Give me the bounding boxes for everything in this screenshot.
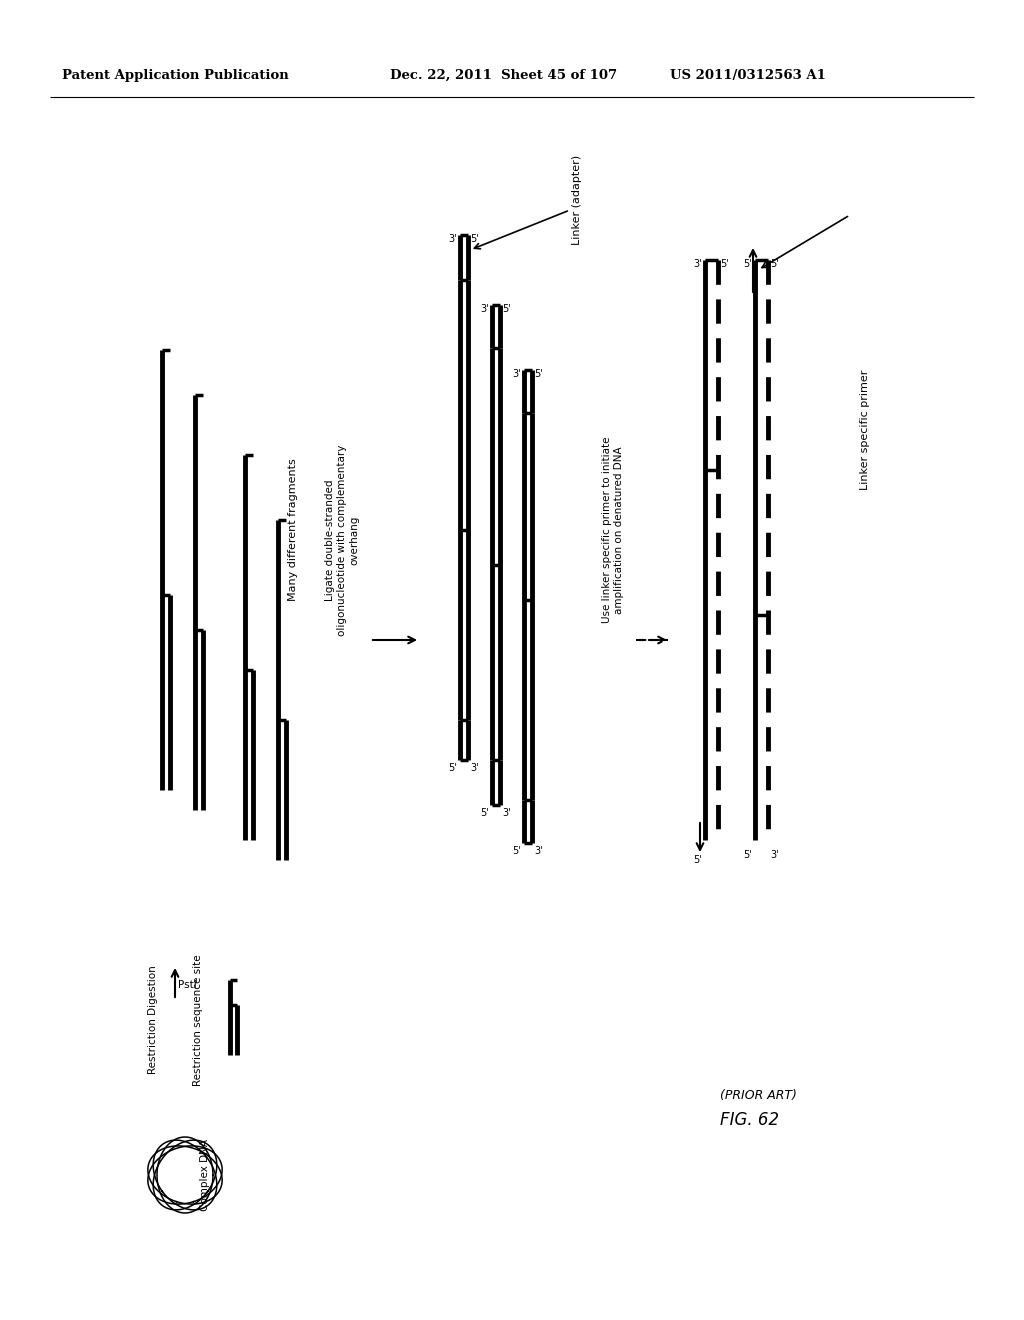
Text: 5': 5'	[449, 763, 457, 774]
Text: Complex DNA: Complex DNA	[200, 1139, 210, 1210]
Text: FIG. 62: FIG. 62	[720, 1111, 779, 1129]
Text: 3': 3'	[693, 259, 702, 269]
Text: 3': 3'	[770, 850, 778, 861]
Text: Dec. 22, 2011  Sheet 45 of 107: Dec. 22, 2011 Sheet 45 of 107	[390, 69, 617, 82]
Text: Use linker specific primer to initiate: Use linker specific primer to initiate	[602, 437, 612, 623]
Text: 3': 3'	[449, 234, 457, 244]
Text: PstI: PstI	[178, 979, 197, 990]
Text: US 2011/0312563 A1: US 2011/0312563 A1	[670, 69, 826, 82]
Text: amplification on denatured DNA: amplification on denatured DNA	[614, 446, 624, 614]
Text: 3': 3'	[502, 808, 511, 818]
Text: Ligate double-stranded: Ligate double-stranded	[325, 479, 335, 601]
Text: Linker (adapter): Linker (adapter)	[572, 154, 582, 246]
Text: Linker specific primer: Linker specific primer	[860, 370, 870, 490]
Text: 5': 5'	[770, 259, 778, 269]
Text: 5': 5'	[743, 259, 752, 269]
Text: Many different fragments: Many different fragments	[288, 458, 298, 602]
Text: 3': 3'	[480, 304, 489, 314]
Text: Patent Application Publication: Patent Application Publication	[62, 69, 289, 82]
Text: oligonucleotide with complementary: oligonucleotide with complementary	[337, 445, 347, 636]
Text: 5': 5'	[480, 808, 489, 818]
Text: overhang: overhang	[349, 515, 359, 565]
Text: 5': 5'	[743, 850, 752, 861]
Text: 5': 5'	[470, 234, 479, 244]
Text: 3': 3'	[534, 846, 543, 855]
Text: 3': 3'	[470, 763, 478, 774]
Text: 5': 5'	[720, 259, 729, 269]
Text: 5': 5'	[693, 855, 702, 865]
Text: (PRIOR ART): (PRIOR ART)	[720, 1089, 797, 1101]
Text: Restriction sequence site: Restriction sequence site	[193, 954, 203, 1086]
Text: Restriction Digestion: Restriction Digestion	[148, 966, 158, 1074]
Text: 5': 5'	[502, 304, 511, 314]
Text: 3': 3'	[512, 370, 521, 379]
Text: 5': 5'	[534, 370, 543, 379]
Text: 5': 5'	[512, 846, 521, 855]
